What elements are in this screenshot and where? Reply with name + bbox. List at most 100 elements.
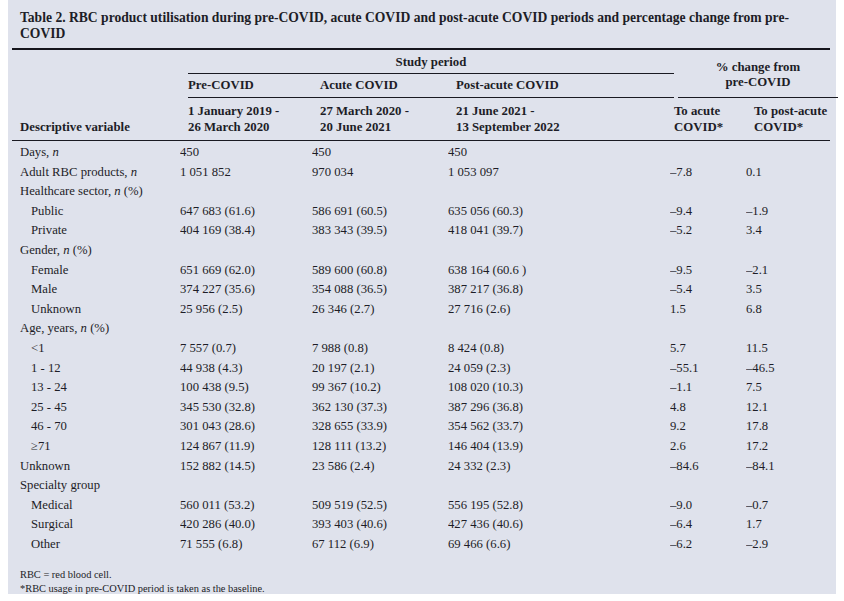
period-value-cell: 404 169 (38.4)	[180, 221, 312, 241]
row-label: Unknown	[20, 457, 180, 477]
change-value-cell: –1.9	[746, 202, 830, 222]
change-value-cell: –5.2	[670, 221, 742, 241]
table-row: ≥71124 867 (11.9)128 111 (13.2)146 404 (…	[20, 437, 830, 457]
period-value-cell: 560 011 (53.2)	[180, 496, 312, 516]
row-label: Other	[20, 535, 180, 555]
period-value-cell: 27 716 (2.6)	[448, 300, 666, 320]
table-row: Unknown25 956 (2.5)26 346 (2.7)27 716 (2…	[20, 300, 830, 320]
period-value-cell: 638 164 (60.6 )	[448, 261, 666, 281]
row-label: Surgical	[20, 515, 180, 535]
table-row: Adult RBC products, n1 051 852970 0341 0…	[20, 163, 830, 183]
change-value-cell: 11.5	[746, 339, 830, 359]
period-value-cell: 345 530 (32.8)	[180, 398, 312, 418]
change-value-cell: –55.1	[670, 359, 742, 379]
period-value-cell: 427 436 (40.6)	[448, 515, 666, 535]
period-value-cell: 393 403 (40.6)	[312, 515, 448, 535]
table-body: Days, n450450450Adult RBC products, n1 0…	[12, 143, 830, 554]
row-label: 13 - 24	[20, 378, 180, 398]
row-label-segment: Unknown	[20, 459, 70, 473]
change-value-cell: 1.5	[670, 300, 742, 320]
row-label-segment: (%)	[87, 321, 109, 335]
header-pre-covid: Pre-COVID	[188, 74, 320, 98]
change-value-cell: 2.6	[670, 437, 742, 457]
period-value-cell: 69 466 (6.6)	[448, 535, 666, 555]
row-label: 1 - 12	[20, 359, 180, 379]
change-value-cell	[670, 241, 742, 261]
period-value-cell: 7 557 (0.7)	[180, 339, 312, 359]
header-descriptive-variable: Descriptive variable	[20, 116, 188, 140]
period-value-cell	[180, 476, 312, 496]
row-label-segment: Adult RBC products,	[20, 165, 131, 179]
period-value-cell: 44 938 (4.3)	[180, 359, 312, 379]
table-row: Days, n450450450	[20, 143, 830, 163]
period-value-cell: 450	[312, 143, 448, 163]
row-label: 46 - 70	[20, 417, 180, 437]
change-value-cell: –6.4	[670, 515, 742, 535]
period-value-cell: 20 197 (2.1)	[312, 359, 448, 379]
period-value-cell: 387 296 (36.8)	[448, 398, 666, 418]
row-label-segment: Public	[31, 204, 63, 218]
row-label-segment: Private	[31, 223, 67, 237]
period-value-cell: 301 043 (28.6)	[180, 417, 312, 437]
row-label: Days, n	[20, 143, 180, 163]
row-label-segment: n	[52, 145, 58, 159]
row-label: Medical	[20, 496, 180, 516]
row-label: Public	[20, 202, 180, 222]
table-row: Gender, n (%)	[20, 241, 830, 261]
period-value-cell: 1 053 097	[448, 163, 666, 183]
change-value-cell: 4.8	[670, 398, 742, 418]
period-value-cell: 71 555 (6.8)	[180, 535, 312, 555]
table-row: 1 - 1244 938 (4.3)20 197 (2.1)24 059 (2.…	[20, 359, 830, 379]
period-value-cell: 420 286 (40.0)	[180, 515, 312, 535]
period-value-cell	[312, 319, 448, 339]
row-label-segment: 46 - 70	[31, 419, 67, 433]
change-value-cell	[746, 182, 830, 202]
period-value-cell: 362 130 (37.3)	[312, 398, 448, 418]
table-row: Private404 169 (38.4)383 343 (39.5)418 0…	[20, 221, 830, 241]
period-value-cell: 450	[448, 143, 666, 163]
period-value-cell	[180, 182, 312, 202]
row-label-segment: (%)	[70, 243, 92, 257]
row-label: Age, years, n (%)	[20, 319, 180, 339]
period-value-cell: 509 519 (52.5)	[312, 496, 448, 516]
table-row: Male374 227 (35.6)354 088 (36.5)387 217 …	[20, 280, 830, 300]
change-value-cell: –0.7	[746, 496, 830, 516]
row-label-segment: ≥71	[31, 439, 51, 453]
change-value-cell	[670, 182, 742, 202]
row-label-segment: n	[131, 165, 137, 179]
change-value-cell: 17.2	[746, 437, 830, 457]
period-value-cell: 67 112 (6.9)	[312, 535, 448, 555]
table-row: Surgical 420 286 (40.0)393 403 (40.6)427 …	[20, 515, 830, 535]
row-label: <1	[20, 339, 180, 359]
period-value-cell: 7 988 (0.8)	[312, 339, 448, 359]
table-row: 46 - 70301 043 (28.6)328 655 (33.9)354 5…	[20, 417, 830, 437]
row-label-segment: Surgical	[31, 517, 73, 531]
footnotes: RBC = red blood cell. *RBC usage in pre-…	[12, 568, 830, 595]
row-label-segment: Gender,	[20, 243, 63, 257]
period-value-cell: 108 020 (10.3)	[448, 378, 666, 398]
footnote-baseline: *RBC usage in pre-COVID period is taken …	[20, 582, 830, 596]
change-value-cell	[670, 143, 742, 163]
header-post-acute-covid-dates: 21 June 2021 - 13 September 2022	[456, 98, 674, 140]
row-label: Healthcare sector, n (%)	[20, 182, 180, 202]
period-value-cell: 1 051 852	[180, 163, 312, 183]
row-label-segment: Age, years,	[20, 321, 81, 335]
period-value-cell: 387 217 (36.8)	[448, 280, 666, 300]
period-value-cell: 146 404 (13.9)	[448, 437, 666, 457]
row-label: Gender, n (%)	[20, 241, 180, 261]
footnote-rbc: RBC = red blood cell.	[20, 568, 830, 582]
row-label: Adult RBC products, n	[20, 163, 180, 183]
row-label: Female	[20, 261, 180, 281]
table-row: 13 - 24100 438 (9.5)99 367 (10.2)108 020…	[20, 378, 830, 398]
row-label: ≥71	[20, 437, 180, 457]
change-value-cell: 9.2	[670, 417, 742, 437]
period-value-cell: 24 059 (2.3)	[448, 359, 666, 379]
row-label-segment: Male	[31, 282, 57, 296]
table-row: Other71 555 (6.8)67 112 (6.9)69 466 (6.6…	[20, 535, 830, 555]
change-value-cell: 3.4	[746, 221, 830, 241]
header-acute-covid-dates: 27 March 2020 - 20 June 2021	[320, 98, 456, 140]
row-label-segment: Days,	[20, 145, 52, 159]
change-value-cell: –6.2	[670, 535, 742, 555]
change-value-cell: –9.0	[670, 496, 742, 516]
change-value-cell	[746, 241, 830, 261]
